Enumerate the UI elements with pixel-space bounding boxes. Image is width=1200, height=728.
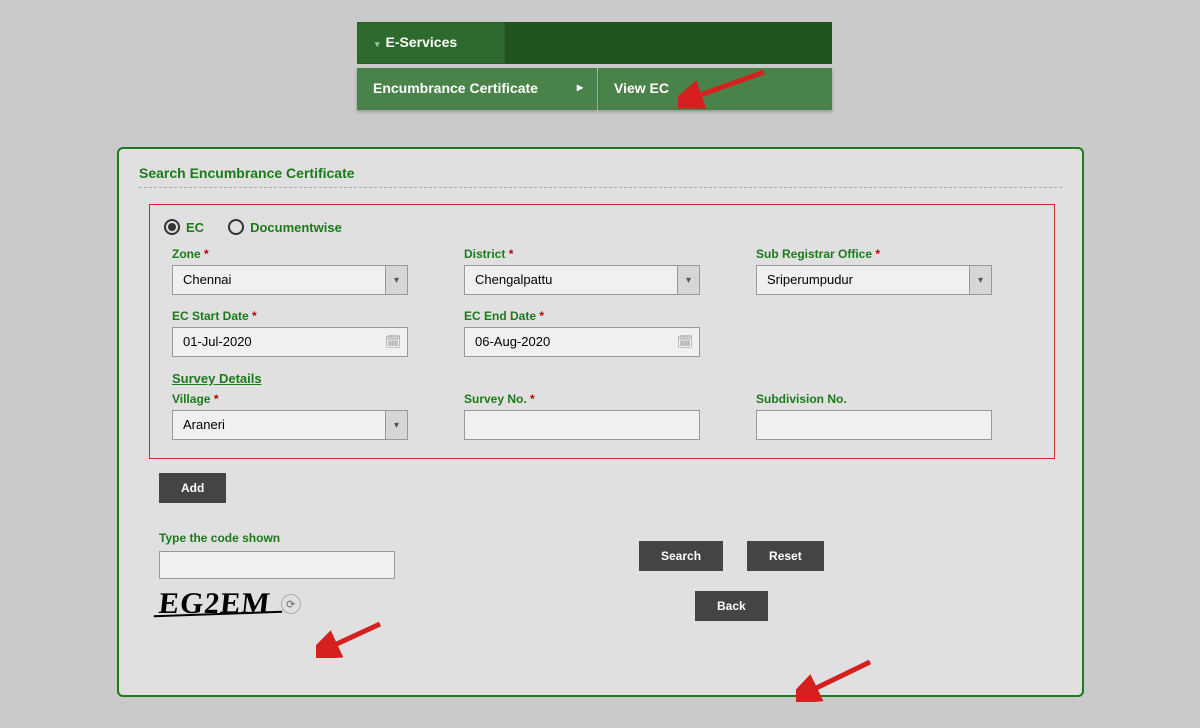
- nav-item-encumbrance[interactable]: Encumbrance Certificate: [357, 68, 597, 110]
- bottom-area: Type the code shown EG2EM ⟳ Search Reset…: [139, 531, 1062, 621]
- action-column: Search Reset Back: [639, 531, 824, 621]
- select-sro[interactable]: Sriperumpudur ▾: [756, 265, 992, 295]
- radio-ec-circle: [164, 219, 180, 235]
- radio-ec-label: EC: [186, 220, 204, 235]
- divider: [139, 187, 1062, 188]
- field-sro: Sub Registrar Office * Sriperumpudur ▾: [756, 247, 992, 295]
- select-zone[interactable]: Chennai ▾: [172, 265, 408, 295]
- highlight-box: EC Documentwise Zone * Chennai ▾ Distric…: [149, 204, 1055, 459]
- field-startdate: EC Start Date * 01-Jul-2020 🗓: [172, 309, 408, 357]
- nav-item-viewec[interactable]: View EC: [598, 68, 832, 110]
- action-row: Search Reset: [639, 541, 824, 571]
- select-zone-value: Chennai: [173, 266, 385, 294]
- select-district-value: Chengalpattu: [465, 266, 677, 294]
- panel-title: Search Encumbrance Certificate: [139, 165, 1062, 181]
- search-panel: Search Encumbrance Certificate EC Docume…: [117, 147, 1084, 697]
- field-zone: Zone * Chennai ▾: [172, 247, 408, 295]
- nav-menu: E-Services Encumbrance Certificate View …: [357, 22, 832, 110]
- chevron-down-icon: ▾: [677, 266, 699, 294]
- select-village-value: Araneri: [173, 411, 385, 439]
- row-3: Village * Araneri ▾ Survey No. * Subdivi…: [164, 392, 1040, 440]
- select-sro-value: Sriperumpudur: [757, 266, 969, 294]
- label-zone: Zone *: [172, 247, 408, 261]
- label-surveyno: Survey No. *: [464, 392, 700, 406]
- field-enddate: EC End Date * 06-Aug-2020 🗓: [464, 309, 700, 357]
- radio-doc-label: Documentwise: [250, 220, 342, 235]
- nav-row-sub: Encumbrance Certificate View EC: [357, 68, 832, 110]
- captcha-code: EG2EM: [157, 587, 272, 621]
- survey-section-label: Survey Details: [164, 371, 1040, 386]
- back-button[interactable]: Back: [695, 591, 768, 621]
- nav-fill: [505, 22, 832, 64]
- refresh-icon[interactable]: ⟳: [281, 594, 301, 614]
- input-startdate[interactable]: 01-Jul-2020 🗓: [172, 327, 408, 357]
- calendar-icon: 🗓: [379, 328, 407, 356]
- row-1: Zone * Chennai ▾ District * Chengalpattu…: [164, 247, 1040, 295]
- label-start: EC Start Date *: [172, 309, 408, 323]
- captcha-column: Type the code shown EG2EM ⟳: [159, 531, 409, 621]
- select-village[interactable]: Araneri ▾: [172, 410, 408, 440]
- label-captcha: Type the code shown: [159, 531, 409, 545]
- calendar-icon: 🗓: [671, 328, 699, 356]
- chevron-down-icon: ▾: [385, 411, 407, 439]
- radio-group: EC Documentwise: [164, 219, 1040, 235]
- chevron-down-icon: ▾: [385, 266, 407, 294]
- add-button[interactable]: Add: [159, 473, 226, 503]
- field-surveyno: Survey No. *: [464, 392, 700, 440]
- label-subdiv: Subdivision No.: [756, 392, 992, 406]
- input-subdiv[interactable]: [756, 410, 992, 440]
- input-enddate[interactable]: 06-Aug-2020 🗓: [464, 327, 700, 357]
- search-button[interactable]: Search: [639, 541, 723, 571]
- captcha-row: EG2EM ⟳: [159, 587, 409, 621]
- radio-documentwise[interactable]: Documentwise: [228, 219, 342, 235]
- field-empty: [756, 309, 992, 357]
- radio-ec[interactable]: EC: [164, 219, 204, 235]
- reset-button[interactable]: Reset: [747, 541, 824, 571]
- input-captcha[interactable]: [159, 551, 395, 579]
- nav-item-eservices[interactable]: E-Services: [357, 22, 505, 64]
- label-village: Village *: [172, 392, 408, 406]
- input-surveyno[interactable]: [464, 410, 700, 440]
- label-end: EC End Date *: [464, 309, 700, 323]
- field-district: District * Chengalpattu ▾: [464, 247, 700, 295]
- label-sro: Sub Registrar Office *: [756, 247, 992, 261]
- startdate-value: 01-Jul-2020: [173, 328, 379, 356]
- nav-row-top: E-Services: [357, 22, 832, 64]
- field-subdiv: Subdivision No.: [756, 392, 992, 440]
- select-district[interactable]: Chengalpattu ▾: [464, 265, 700, 295]
- row-2: EC Start Date * 01-Jul-2020 🗓 EC End Dat…: [164, 309, 1040, 357]
- label-district: District *: [464, 247, 700, 261]
- chevron-down-icon: ▾: [969, 266, 991, 294]
- enddate-value: 06-Aug-2020: [465, 328, 671, 356]
- radio-doc-circle: [228, 219, 244, 235]
- field-village: Village * Araneri ▾: [172, 392, 408, 440]
